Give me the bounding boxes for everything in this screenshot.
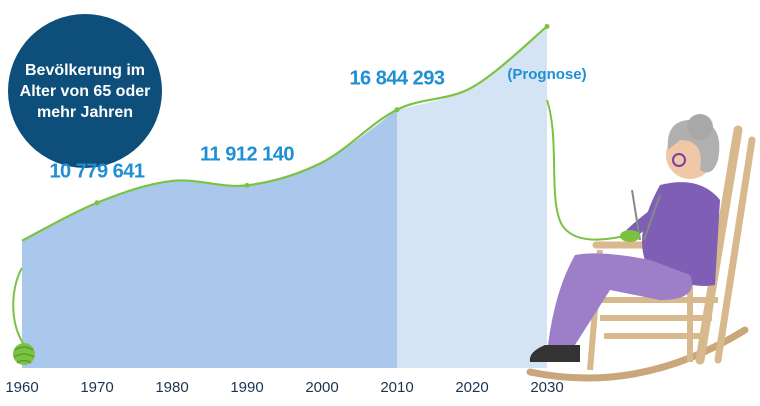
point [95, 200, 100, 205]
x-tick-label: 1960 [5, 379, 38, 396]
value-label: 11 912 140 [200, 143, 294, 165]
thread [547, 100, 625, 240]
x-tick-label: 2010 [380, 379, 413, 396]
x-tick-label: 1990 [230, 379, 263, 396]
point [245, 183, 250, 188]
point [395, 107, 400, 112]
x-tick-label: 1980 [155, 379, 188, 396]
x-tick-label: 2030 [530, 379, 563, 396]
x-tick-label: 1970 [80, 379, 113, 396]
point [545, 24, 550, 29]
annotation: (Prognose) [507, 66, 586, 83]
value-label: 10 779 641 [49, 161, 144, 183]
grandmother-illustration [530, 114, 752, 378]
infographic: 1960 1970 10 779 641 1980 1990 11 912 140 2000… [0, 0, 760, 406]
value-label: 16 844 293 [349, 68, 444, 90]
chart-title: Bevölkerung im Alter von 65 oder mehr Ja… [12, 18, 158, 164]
x-tick-label: 2020 [455, 379, 488, 396]
x-tick-label: 2000 [305, 379, 338, 396]
